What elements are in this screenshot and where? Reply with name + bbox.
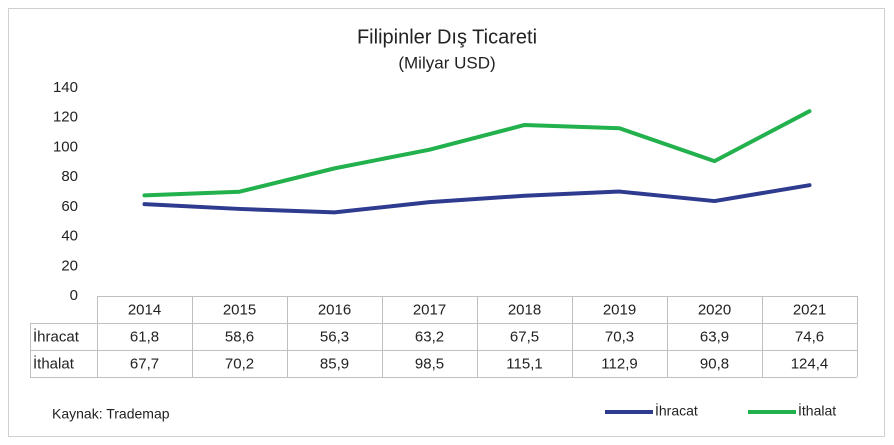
y-tick-label: 120: [53, 109, 78, 126]
x-tick-label: 2020: [698, 301, 731, 318]
x-tick-label: 2018: [508, 301, 541, 318]
table-cell: 70,2: [225, 355, 254, 372]
table-cell: 67,5: [510, 328, 539, 345]
table-cell: 115,1: [506, 355, 542, 372]
table-cell: 124,4: [791, 355, 829, 372]
x-tick-label: 2014: [128, 301, 161, 318]
x-tick-label: 2016: [318, 301, 351, 318]
legend-label: İhracat: [655, 402, 698, 419]
y-tick-label: 20: [61, 257, 78, 274]
table-cell: 90,8: [700, 355, 729, 372]
y-tick-label: 0: [70, 287, 78, 304]
y-tick-label: 80: [61, 168, 78, 185]
y-tick-label: 40: [61, 228, 78, 245]
table-cell: 98,5: [415, 355, 444, 372]
table-cell: 67,7: [130, 355, 159, 372]
y-tick-label: 100: [53, 138, 78, 155]
y-tick-label: 60: [61, 198, 78, 215]
line-series: [142, 183, 812, 215]
table-cell: 63,2: [415, 328, 444, 345]
table-row-header: İthalat: [33, 354, 75, 372]
x-tick-label: 2021: [793, 301, 826, 318]
y-tick-label: 140: [53, 79, 78, 96]
x-tick-label: 2015: [223, 301, 256, 318]
table-cell: 63,9: [700, 328, 729, 345]
chart-subtitle: (Milyar USD): [398, 53, 495, 72]
table-cell: 85,9: [320, 355, 349, 372]
chart-title: Filipinler Dış Ticareti: [357, 26, 537, 48]
chart-border: [8, 8, 885, 437]
table-row-header: İhracat: [33, 327, 80, 345]
x-tick-label: 2017: [413, 301, 446, 318]
legend-label: İthalat: [798, 402, 836, 419]
table-cell: 112,9: [601, 355, 637, 372]
table-cell: 56,3: [320, 328, 349, 345]
table-cell: 58,6: [225, 328, 254, 345]
x-tick-label: 2019: [603, 301, 636, 318]
table-cell: 61,8: [130, 328, 159, 345]
table-cell: 74,6: [795, 328, 824, 345]
line-series: [142, 109, 812, 198]
table-cell: 70,3: [605, 328, 634, 345]
source: Kaynak: Trademap: [52, 406, 170, 422]
